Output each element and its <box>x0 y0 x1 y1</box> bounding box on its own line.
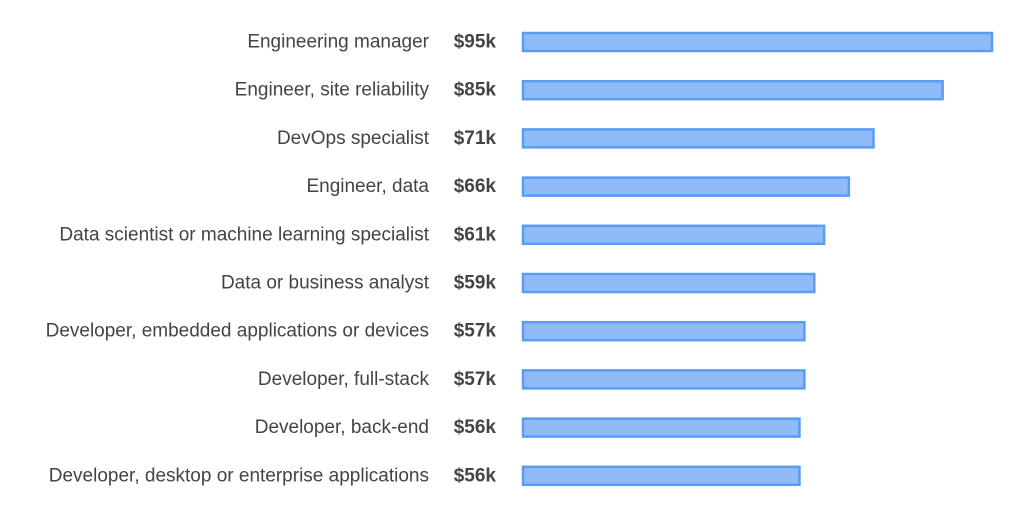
bar-row: Developer, back-end $56k <box>255 417 801 438</box>
value-label: $85k <box>454 80 497 101</box>
bar <box>521 272 816 294</box>
bar-row: Data or business analyst $59k <box>221 272 816 294</box>
category-label: Data scientist or machine learning speci… <box>59 224 429 245</box>
value-label: $95k <box>454 32 497 53</box>
value-label: $56k <box>454 465 497 486</box>
value-label: $71k <box>454 128 497 149</box>
category-label: Engineer, site reliability <box>235 80 430 101</box>
bar <box>521 79 944 101</box>
bar <box>521 417 801 438</box>
bar-row: Developer, full-stack $57k <box>258 369 806 390</box>
category-label: Engineer, data <box>306 176 429 197</box>
bar <box>521 320 806 342</box>
value-label: $56k <box>454 417 497 438</box>
bar-row: Engineering manager $95k <box>247 31 994 53</box>
category-label: Developer, back-end <box>255 417 429 438</box>
bar <box>521 369 806 390</box>
category-label: Developer, embedded applications or devi… <box>46 321 429 342</box>
bar <box>521 31 994 53</box>
value-label: $59k <box>454 273 497 294</box>
bar-row: DevOps specialist $71k <box>277 128 875 149</box>
value-label: $61k <box>454 224 497 245</box>
bar-row: Developer, desktop or enterprise applica… <box>49 465 801 487</box>
value-label: $57k <box>454 369 497 390</box>
bar-row: Data scientist or machine learning speci… <box>59 224 826 246</box>
bar <box>521 128 875 149</box>
bar <box>521 224 826 246</box>
value-label: $66k <box>454 176 497 197</box>
bar-row: Engineer, data $66k <box>306 176 851 197</box>
bar-row: Engineer, site reliability $85k <box>235 79 944 101</box>
bar-row: Developer, embedded applications or devi… <box>46 320 806 342</box>
category-label: Developer, desktop or enterprise applica… <box>49 465 429 486</box>
value-label: $57k <box>454 321 497 342</box>
category-label: DevOps specialist <box>277 128 430 149</box>
bar <box>521 176 851 197</box>
bar <box>521 465 801 487</box>
category-label: Developer, full-stack <box>258 369 430 390</box>
category-label: Data or business analyst <box>221 273 430 294</box>
category-label: Engineering manager <box>247 32 429 53</box>
